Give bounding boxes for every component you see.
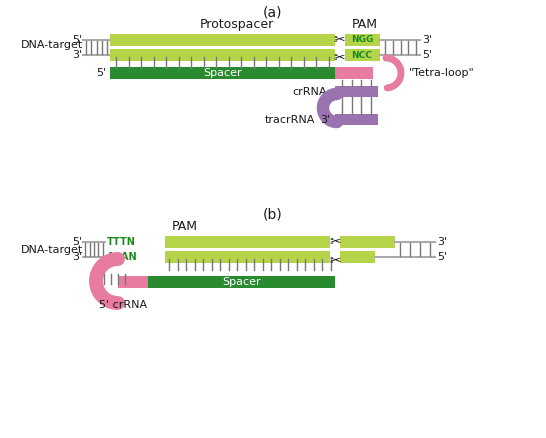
Text: Protospacer: Protospacer xyxy=(200,18,274,31)
Text: NCC: NCC xyxy=(352,50,372,60)
Text: 5': 5' xyxy=(437,252,447,262)
Bar xyxy=(340,251,375,263)
Text: ✂: ✂ xyxy=(329,254,341,268)
Bar xyxy=(118,276,148,288)
Text: (a): (a) xyxy=(263,6,283,20)
Bar xyxy=(335,67,373,79)
Bar xyxy=(335,114,378,125)
Text: "Tetra-loop": "Tetra-loop" xyxy=(409,68,475,78)
Text: PAM: PAM xyxy=(352,18,378,31)
Text: DNA-target: DNA-target xyxy=(21,245,83,255)
Bar xyxy=(335,86,378,97)
Text: 3': 3' xyxy=(437,237,447,247)
Text: AAAN: AAAN xyxy=(107,252,138,262)
Bar xyxy=(340,236,395,248)
Text: (b): (b) xyxy=(263,208,283,222)
Text: 5': 5' xyxy=(72,35,82,45)
Bar xyxy=(148,276,335,288)
Text: Spacer: Spacer xyxy=(203,68,242,78)
Text: 3': 3' xyxy=(72,252,82,262)
Text: Spacer: Spacer xyxy=(222,277,261,287)
Text: PAM: PAM xyxy=(172,220,198,233)
Bar xyxy=(110,34,335,46)
Text: DNA-target: DNA-target xyxy=(21,40,83,50)
Text: 5': 5' xyxy=(96,68,106,78)
Bar xyxy=(110,67,335,79)
Text: 3': 3' xyxy=(320,115,330,125)
Text: 5': 5' xyxy=(72,237,82,247)
Text: ✂: ✂ xyxy=(333,33,345,47)
Text: crRNA: crRNA xyxy=(293,87,327,97)
Bar xyxy=(345,34,380,46)
Text: NGG: NGG xyxy=(351,35,373,45)
Bar xyxy=(165,236,330,248)
Text: ✂: ✂ xyxy=(333,51,345,65)
Text: ✂: ✂ xyxy=(329,235,341,249)
Text: 5': 5' xyxy=(422,50,432,60)
Bar xyxy=(345,49,380,61)
Bar xyxy=(110,49,335,61)
Text: 3': 3' xyxy=(422,35,432,45)
Text: TTTN: TTTN xyxy=(107,237,136,247)
Bar xyxy=(165,251,330,263)
Text: 3': 3' xyxy=(72,50,82,60)
Text: tracrRNA: tracrRNA xyxy=(265,115,315,125)
Text: 5' crRNA: 5' crRNA xyxy=(99,300,147,310)
